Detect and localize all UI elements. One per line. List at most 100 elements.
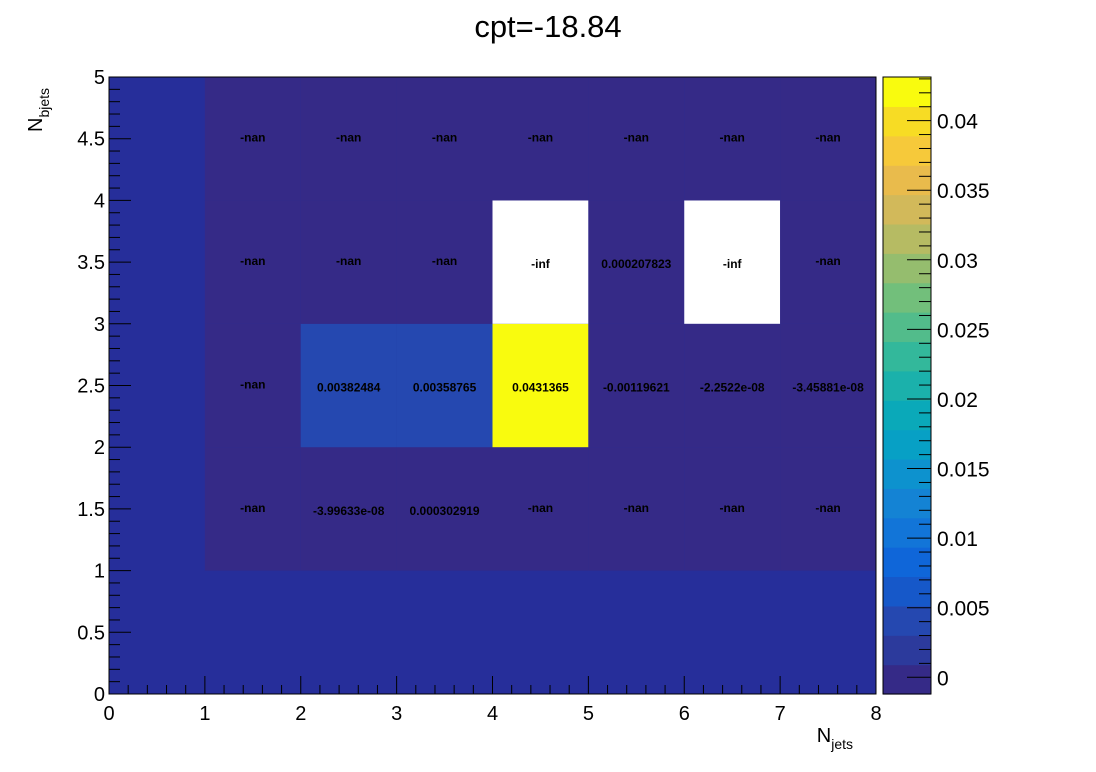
heatmap-cell <box>396 77 493 201</box>
x-axis: 0 1 2 3 4 5 6 7 8 <box>103 676 882 725</box>
colorbar-level <box>883 223 931 254</box>
heatmap-cell <box>684 323 781 448</box>
chart-title: cpt=-18.84 <box>474 9 621 44</box>
heatmap-cell <box>492 323 589 448</box>
heatmap-cell <box>588 77 685 201</box>
cell-label: 0.0431365 <box>512 381 569 395</box>
x-tick-label: 8 <box>870 703 881 725</box>
colorbar-tick-label: 0.04 <box>937 111 978 134</box>
heatmap-cell <box>300 447 397 571</box>
cell-label: -nan <box>720 131 745 145</box>
colorbar-level <box>883 341 931 372</box>
heatmap-cell <box>780 77 876 201</box>
heatmap-cell <box>300 200 397 324</box>
heatmap-cell <box>396 323 493 448</box>
cell-label: -nan <box>240 131 265 145</box>
y-tick-label: 3.5 <box>77 252 105 274</box>
cell-label: -nan <box>528 501 553 515</box>
y-tick-label: 4.5 <box>77 129 105 151</box>
cell-label: -inf <box>531 257 551 271</box>
heatmap-cell <box>204 323 301 448</box>
cell-label: -nan <box>432 131 457 145</box>
cell-label: -nan <box>336 131 361 145</box>
cell-labels: -nan -3.99633e-08 0.000302919 -nan -nan -nan -… <box>240 131 864 518</box>
cell-label: -nan <box>815 131 840 145</box>
colorbar-frame <box>882 76 932 695</box>
x-tick-label: 7 <box>775 703 786 725</box>
colorbar-tick-label: 0.025 <box>937 319 990 342</box>
cell-label: -3.99633e-08 <box>313 504 385 518</box>
heatmap-cell <box>204 77 301 201</box>
cell-label: -nan <box>240 378 265 392</box>
cell-label: 0.000207823 <box>601 257 671 271</box>
y-tick-label: 2.5 <box>77 376 105 398</box>
heatmap-cell <box>300 77 397 201</box>
heatmap-cell <box>300 323 397 448</box>
heatmap-cell <box>588 200 685 324</box>
colorbar-level <box>883 488 931 519</box>
cell-label: -nan <box>624 131 649 145</box>
colorbar-levels <box>883 77 931 695</box>
cell-label: -3.45881e-08 <box>792 381 864 395</box>
colorbar-ticks: 0 0.005 0.01 0.015 0.02 0.025 0.03 0.035 0.04 <box>907 78 990 690</box>
heatmap-cell <box>780 447 876 571</box>
cell-label: 0.00382484 <box>317 381 381 395</box>
colorbar-tick-label: 0.005 <box>937 598 990 621</box>
cell-label: -nan <box>815 501 840 515</box>
heatmap-cell <box>588 323 685 448</box>
heatmap-cell <box>684 447 781 571</box>
cell-label: -nan <box>815 254 840 268</box>
heatmap-cell <box>780 200 876 324</box>
heatmap-cell <box>204 447 301 571</box>
x-tick-label: 5 <box>583 703 594 725</box>
x-tick-label: 0 <box>103 703 114 725</box>
x-tick-label: 2 <box>295 703 306 725</box>
colorbar-level <box>883 605 931 636</box>
y-axis: 0 0.5 1 1.5 2 2.5 3 3.5 4 4.5 5 <box>77 67 131 706</box>
cell-label: -nan <box>240 501 265 515</box>
heatmap-cell <box>396 447 493 571</box>
colorbar-level <box>883 370 931 401</box>
y-tick-label: 3 <box>94 314 105 336</box>
x-tick-label: 4 <box>487 703 498 725</box>
y-tick-label: 5 <box>94 67 105 89</box>
x-tick-label: 3 <box>391 703 402 725</box>
colorbar-tick-label: 0.035 <box>937 180 990 203</box>
y-tick-label: 0.5 <box>77 622 105 644</box>
colorbar-tick-label: 0 <box>937 667 949 690</box>
heatmap-cell <box>204 200 301 324</box>
y-tick-label: 2 <box>94 437 105 459</box>
colorbar-level <box>883 106 931 137</box>
cell-label: -2.2522e-08 <box>700 381 765 395</box>
heatmap-cell <box>396 200 493 324</box>
heatmap-cell <box>780 323 876 448</box>
colorbar-tick-label: 0.03 <box>937 250 978 273</box>
colorbar: 0 0.005 0.01 0.015 0.02 0.025 0.03 0.035 0.04 <box>882 76 990 695</box>
heatmap-cells <box>204 77 876 571</box>
colorbar-level <box>883 664 931 695</box>
y-axis-label-main: N <box>25 118 47 132</box>
colorbar-tick-label: 0.02 <box>937 389 978 412</box>
heatmap-cell <box>492 447 589 571</box>
plot-area: -nan -3.99633e-08 0.000302919 -nan -nan -nan -… <box>108 76 877 695</box>
cell-label: -nan <box>720 501 745 515</box>
y-tick-label: 0 <box>94 684 105 706</box>
x-axis-label: Njets <box>817 725 853 752</box>
colorbar-level <box>883 253 931 284</box>
cell-label: 0.00358765 <box>413 381 477 395</box>
x-axis-label-sub: jets <box>830 736 853 752</box>
colorbar-level <box>883 517 931 548</box>
y-tick-label: 1.5 <box>77 499 105 521</box>
y-tick-label: 1 <box>94 561 105 583</box>
x-tick-label: 1 <box>199 703 210 725</box>
cell-label: -nan <box>432 254 457 268</box>
cell-label: -nan <box>624 501 649 515</box>
cell-label: -nan <box>528 131 553 145</box>
colorbar-level <box>883 312 931 343</box>
heatmap-cell <box>588 447 685 571</box>
heatmap-cell <box>492 77 589 201</box>
cell-label: 0.000302919 <box>410 504 480 518</box>
colorbar-level <box>883 576 931 607</box>
y-tick-label: 4 <box>94 190 105 212</box>
